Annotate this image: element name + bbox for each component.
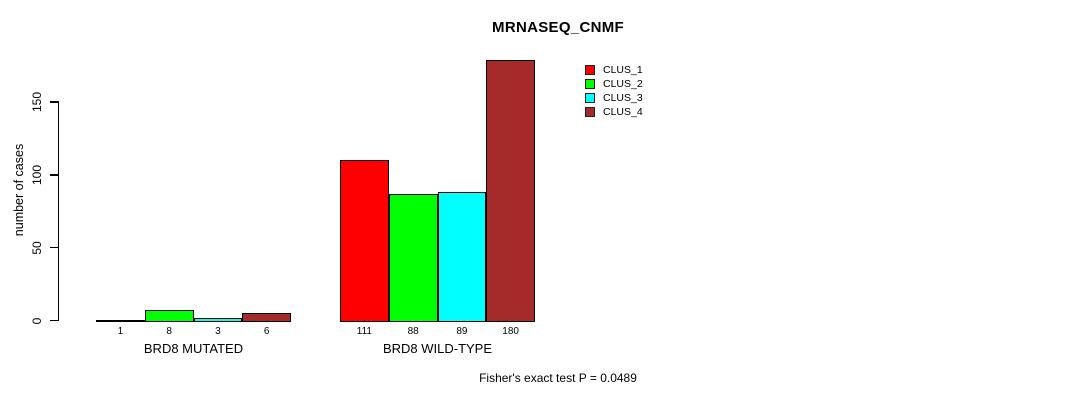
bar-clus-2-brd8-mutated [144, 310, 194, 322]
bar-clus-3-brd8-mutated [193, 317, 243, 322]
footer-note: Fisher's exact test P = 0.0489 [479, 371, 637, 385]
bar-value-label: 6 [263, 326, 270, 337]
bar-value-label: 180 [502, 326, 519, 337]
legend-swatch-icon [585, 107, 595, 117]
bar-value-label: 8 [166, 326, 172, 337]
legend-item-clus-4: CLUS_4 [585, 105, 643, 119]
y-axis-line [57, 101, 59, 321]
bar-value-label: 88 [407, 326, 419, 337]
bar-clus-4-brd8-mutated [242, 313, 291, 322]
y-tick [50, 319, 58, 322]
legend-swatch-icon [585, 79, 595, 89]
legend-swatch-icon [585, 65, 595, 75]
bar-value-label: 3 [215, 326, 221, 337]
x-category-label-brd8-mutated: BRD8 MUTATED [143, 341, 244, 356]
y-tick [50, 246, 58, 249]
legend-item-clus-3: CLUS_3 [585, 91, 643, 105]
bar-value-label: 1 [117, 326, 124, 337]
y-axis-label: number of cases [12, 143, 26, 237]
legend-label: CLUS_3 [603, 92, 643, 104]
x-category-label-brd8-wild-type: BRD8 WILD-TYPE [382, 341, 493, 356]
bar-clus-1-brd8-mutated [96, 320, 145, 322]
legend-label: CLUS_2 [603, 78, 643, 90]
y-tick-label: 50 [30, 240, 44, 255]
bar-clus-3-brd8-wild-type [437, 192, 487, 322]
bar-value-label: 111 [356, 326, 372, 337]
y-tick-label: 0 [30, 317, 44, 324]
legend-item-clus-2: CLUS_2 [585, 77, 643, 91]
bar-clus-4-brd8-wild-type [486, 59, 535, 322]
bar-clus-1-brd8-wild-type [340, 160, 389, 322]
legend-swatch-icon [585, 93, 595, 103]
bar-value-label: 89 [456, 326, 468, 337]
y-tick [50, 101, 58, 103]
y-tick [50, 174, 58, 176]
legend-label: CLUS_4 [603, 106, 643, 118]
legend-item-clus-1: CLUS_1 [585, 63, 643, 77]
y-tick-label: 150 [30, 91, 44, 112]
legend-label: CLUS_1 [603, 64, 643, 76]
chart-title: MRNASEQ_CNMF [492, 19, 624, 36]
legend: CLUS_1 CLUS_2 CLUS_3 CLUS_4 [585, 63, 643, 119]
bar-clus-2-brd8-wild-type [388, 193, 438, 322]
y-tick-label: 100 [30, 164, 44, 185]
